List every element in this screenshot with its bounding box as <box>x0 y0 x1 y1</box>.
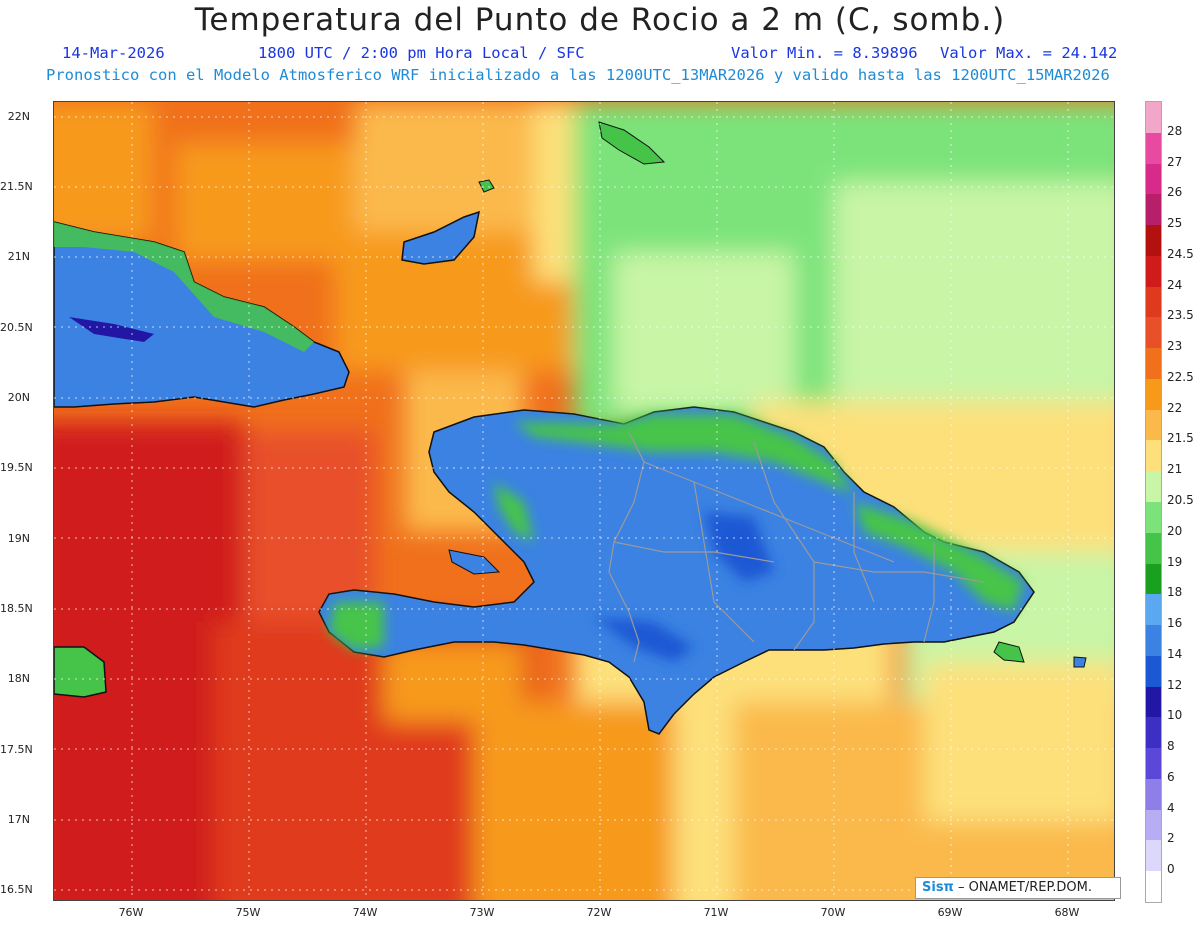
color-scale-label: 27 <box>1167 154 1183 169</box>
color-scale-step <box>1146 102 1161 134</box>
lat-label: 19N <box>7 532 30 545</box>
lat-label: 19.5N <box>0 461 33 474</box>
color-scale-label: 18 <box>1167 585 1183 600</box>
color-scale-label: 23.5 <box>1167 308 1194 323</box>
color-scale-label: 12 <box>1167 677 1183 692</box>
color-scale-label: 8 <box>1167 739 1175 754</box>
lon-label: 75W <box>235 906 261 919</box>
lon-label: 68W <box>1054 906 1080 919</box>
lat-label: 18N <box>7 672 30 685</box>
color-scale-step <box>1146 686 1161 718</box>
lat-label: 20.5N <box>0 321 33 334</box>
color-scale-step <box>1146 809 1161 841</box>
color-scale-label: 10 <box>1167 708 1183 723</box>
dewpoint-field <box>54 102 1114 900</box>
color-scale-label: 22.5 <box>1167 369 1194 384</box>
color-scale-label: 16 <box>1167 616 1183 631</box>
forecast-info: Pronostico con el Modelo Atmosferico WRF… <box>46 66 1110 84</box>
color-scale-step <box>1146 440 1161 472</box>
color-scale-label: 20.5 <box>1167 493 1194 507</box>
color-scale-step <box>1146 871 1161 903</box>
color-scale-step <box>1146 317 1161 349</box>
color-scale <box>1145 101 1162 903</box>
min-value: Valor Min. = 8.39896 <box>731 44 918 62</box>
color-scale-label: 0 <box>1167 862 1175 877</box>
color-scale-step <box>1146 532 1161 565</box>
color-scale-step <box>1146 225 1161 257</box>
lon-label: 70W <box>820 906 846 919</box>
lat-label: 16.5N <box>0 883 33 896</box>
color-scale-label: 22 <box>1167 400 1183 415</box>
color-scale-step <box>1146 132 1161 165</box>
credit-text: – ONAMET/REP.DOM. <box>957 880 1093 895</box>
color-scale-step <box>1146 255 1161 288</box>
color-scale-step <box>1146 502 1161 534</box>
color-scale-step <box>1146 409 1161 441</box>
lat-label: 22N <box>7 110 30 123</box>
color-scale-step <box>1146 471 1161 503</box>
color-scale-label: 21 <box>1167 462 1183 477</box>
lon-label: 76W <box>118 906 144 919</box>
lat-label: 21.5N <box>0 180 33 193</box>
color-scale-label: 25 <box>1167 216 1183 231</box>
valid-time: 1800 UTC / 2:00 pm Hora Local / SFC <box>258 44 585 62</box>
lat-label: 17.5N <box>0 743 33 756</box>
color-scale-step <box>1146 655 1161 688</box>
lon-label: 69W <box>937 906 963 919</box>
lon-label: 71W <box>703 906 729 919</box>
color-scale-label: 14 <box>1167 646 1183 661</box>
valid-date: 14-Mar-2026 <box>62 44 165 62</box>
lon-label: 74W <box>352 906 378 919</box>
color-scale-step <box>1146 563 1161 595</box>
color-scale-step <box>1146 348 1161 380</box>
color-scale-step <box>1146 163 1161 195</box>
color-scale-step <box>1146 194 1161 226</box>
color-scale-step <box>1146 840 1161 872</box>
sispi-logo: Sisπ <box>922 880 954 895</box>
lon-label: 72W <box>586 906 612 919</box>
color-scale-step <box>1146 625 1161 657</box>
color-scale-label: 4 <box>1167 800 1175 815</box>
color-scale-step <box>1146 378 1161 411</box>
color-scale-label: 28 <box>1167 123 1183 138</box>
color-scale-label: 24 <box>1167 277 1183 292</box>
color-scale-step <box>1146 778 1161 811</box>
color-scale-label: 2 <box>1167 831 1175 846</box>
color-scale-label: 6 <box>1167 769 1175 784</box>
color-scale-label: 19 <box>1167 554 1183 569</box>
lat-label: 21N <box>7 250 30 263</box>
credit-badge: Sisπ – ONAMET/REP.DOM. <box>915 877 1121 899</box>
lat-label: 18.5N <box>0 602 33 615</box>
color-scale-step <box>1146 286 1161 318</box>
map-panel <box>53 101 1115 901</box>
color-scale-step <box>1146 748 1161 780</box>
max-value: Valor Max. = 24.142 <box>940 44 1118 62</box>
color-scale-label: 26 <box>1167 185 1183 200</box>
color-scale-label: 23 <box>1167 339 1183 354</box>
color-scale-label: 20 <box>1167 523 1183 538</box>
lat-label: 17N <box>7 813 30 826</box>
lat-label: 20N <box>7 391 30 404</box>
color-scale-step <box>1146 594 1161 626</box>
color-scale-step <box>1146 717 1161 749</box>
lon-label: 73W <box>469 906 495 919</box>
color-scale-label: 21.5 <box>1167 431 1194 446</box>
map-title: Temperatura del Punto de Rocio a 2 m (C,… <box>194 2 1006 38</box>
color-scale-label: 24.5 <box>1167 246 1194 261</box>
